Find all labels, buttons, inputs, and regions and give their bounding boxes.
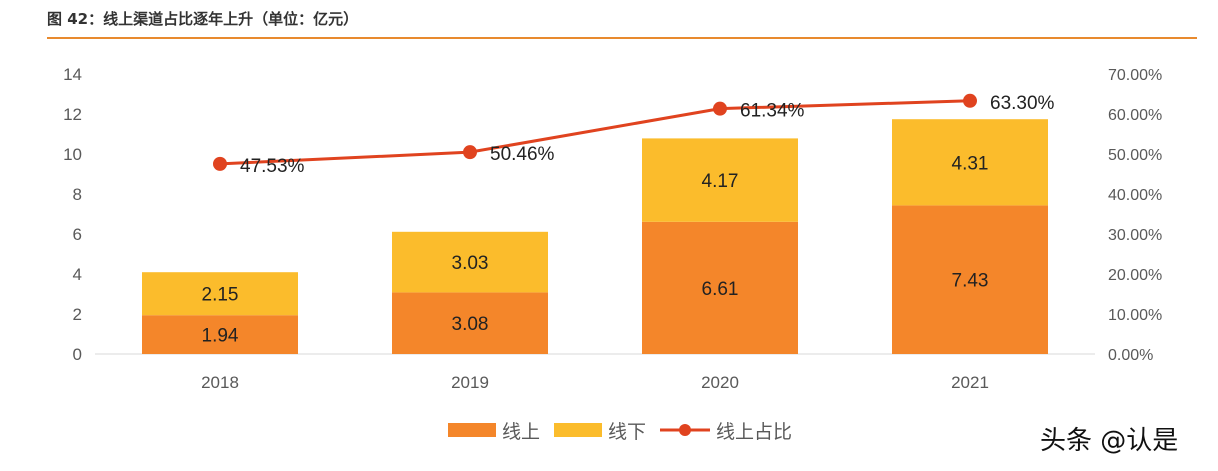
line-data-label: 63.30% [990,93,1055,114]
y-tick-label: 4 [73,265,82,284]
bar-data-label: 2.15 [202,285,239,306]
bar-data-label: 1.94 [202,326,239,347]
x-tick-label: 2021 [951,373,989,392]
y-tick-label: 2 [73,305,82,324]
bar-线上 [142,315,298,354]
title-divider [47,37,1197,39]
line-data-label: 47.53% [240,156,305,177]
bar-线下 [642,138,798,222]
y2-tick-label: 20.00% [1108,267,1162,284]
bar-data-label: 6.61 [702,279,739,300]
y-tick-label: 10 [63,145,82,164]
bar-线下 [142,272,298,316]
line-data-label: 50.46% [490,144,555,165]
y2-tick-label: 50.00% [1108,147,1162,164]
y2-tick-label: 60.00% [1108,107,1162,124]
legend-label: 线上占比 [716,421,792,443]
bar-线上 [642,221,798,354]
bar-线上 [392,292,548,354]
watermark: 头条 @认是 [1040,426,1179,456]
bar-线下 [892,119,1048,206]
bar-线下 [392,231,548,293]
y-tick-label: 8 [73,185,82,204]
line-point [963,93,977,108]
bar-线上 [892,205,1048,354]
y-tick-label: 12 [63,105,82,124]
y2-tick-label: 70.00% [1108,67,1162,84]
bar-data-label: 4.17 [702,171,739,192]
y2-tick-label: 30.00% [1108,227,1162,244]
y2-tick-label: 10.00% [1108,307,1162,324]
x-tick-label: 2018 [201,373,239,392]
bar-data-label: 4.31 [952,153,989,174]
bar-data-label: 3.03 [452,253,489,274]
line-point [463,145,477,160]
line-point [213,156,227,171]
y-tick-label: 6 [73,225,82,244]
legend-label: 线下 [608,421,646,443]
x-tick-label: 2020 [701,373,739,392]
y-tick-label: 0 [73,345,82,364]
x-tick-label: 2019 [451,373,489,392]
y2-tick-label: 40.00% [1108,187,1162,204]
line-point [713,101,727,116]
legend-label: 线上 [502,421,540,443]
legend-swatch-icon [448,423,496,437]
line-data-label: 61.34% [740,101,805,122]
bar-data-label: 3.08 [452,314,489,335]
legend-swatch-icon [554,423,602,437]
y-tick-label: 14 [63,65,82,84]
legend-marker-icon [679,424,691,436]
bar-data-label: 7.43 [952,271,989,292]
y2-tick-label: 0.00% [1108,347,1153,364]
line-series [219,99,971,166]
figure-title: 图 42：线上渠道占比逐年上升（单位：亿元） [47,10,359,28]
